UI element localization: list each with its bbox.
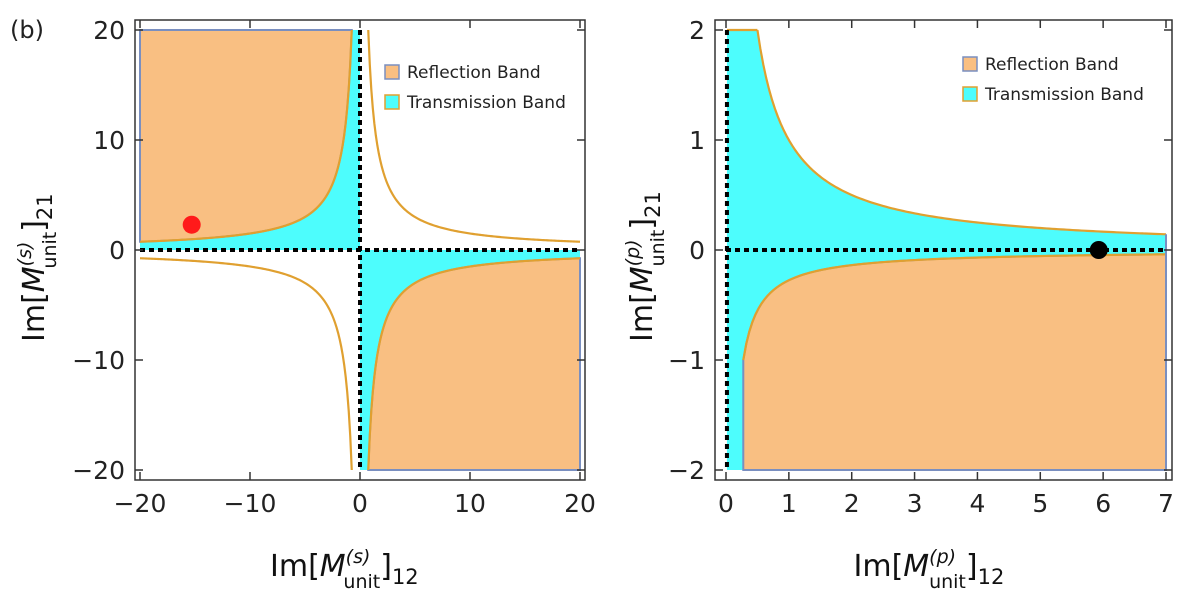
- y-tick-label: 20: [93, 16, 125, 45]
- panel-label: (b): [10, 16, 44, 44]
- boundary-curve-upper: [756, 29, 1167, 236]
- y-tick-label: 0: [109, 236, 125, 265]
- y-tick-label: 2: [689, 16, 705, 45]
- y-tick-label: −20: [72, 456, 125, 485]
- y-axis-label: Im[M(p) unit]21: [622, 191, 669, 342]
- y-tick-label: −2: [668, 456, 705, 485]
- boundary-curve-q1: [367, 29, 581, 243]
- x-tick-label: 10: [454, 489, 486, 518]
- red-data-point: [182, 215, 201, 234]
- x-axis-label: Im[M(s) unit]12: [270, 546, 419, 589]
- x-tick-label: −20: [114, 489, 167, 518]
- chart-s-polarization: −20 −10 0 10 20 −20 −10 0 10 20 Im[M(s) unit]12 Im[M…: [14, 16, 596, 589]
- legend-swatch-transmission: [962, 86, 978, 102]
- x-tick-label: 20: [564, 489, 596, 518]
- x-tick-label: 3: [907, 489, 923, 518]
- y-tick-label: 1: [689, 126, 705, 155]
- chart-p-polarization: 0 1 2 3 4 5 6 7 −2 −1 0 1 2 Im[M(p) unit]12 Im[M(p) unit…: [622, 16, 1174, 589]
- x-tick-label: 0: [718, 489, 734, 518]
- reflection-band-lower: [742, 253, 1167, 471]
- legend-label-reflection: Reflection Band: [985, 55, 1119, 75]
- x-tick-label: 7: [1158, 489, 1174, 518]
- y-tick-label: −10: [72, 346, 125, 375]
- transmission-band-lower: [726, 250, 1166, 470]
- x-tick-label: 2: [844, 489, 860, 518]
- y-tick-label: 10: [93, 126, 125, 155]
- x-axis-label: Im[M(p) unit]12: [854, 546, 1005, 589]
- legend-swatch-transmission: [384, 94, 400, 110]
- x-tick-label: 1: [781, 489, 797, 518]
- y-tick-label: 0: [689, 236, 705, 265]
- x-tick-label: 6: [1095, 489, 1111, 518]
- legend-label-reflection: Reflection Band: [407, 63, 541, 83]
- boundary-curve-q2: [139, 29, 353, 243]
- legend-label-transmission: Transmission Band: [984, 85, 1144, 105]
- boundary-curve-q3: [139, 257, 353, 471]
- legend-label-transmission: Transmission Band: [406, 93, 566, 113]
- legend-swatch-reflection: [962, 56, 978, 72]
- boundary-curve-q4: [367, 257, 581, 471]
- legend-swatch-reflection: [384, 64, 400, 80]
- transmission-band-upper: [726, 30, 1166, 250]
- y-tick-label: −1: [668, 346, 705, 375]
- x-tick-label: 5: [1032, 489, 1048, 518]
- x-tick-label: −10: [224, 489, 277, 518]
- y-axis-label: Im[M(s) unit]21: [14, 193, 61, 342]
- x-tick-label: 4: [969, 489, 985, 518]
- x-tick-label: 0: [352, 489, 368, 518]
- black-data-point: [1089, 241, 1108, 259]
